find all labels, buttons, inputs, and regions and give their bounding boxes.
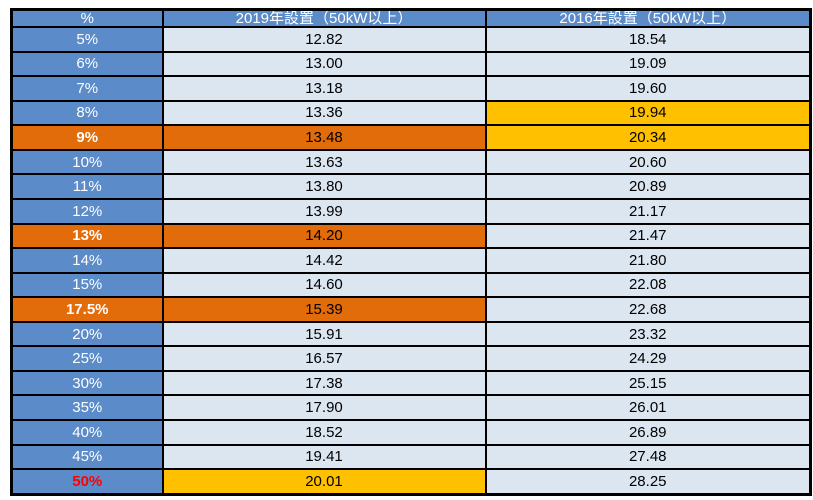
header-2019-install: 2019年設置（50kW以上） — [161, 8, 487, 28]
row-label-cell: 35% — [10, 394, 164, 421]
value-2019-cell: 13.80 — [161, 173, 487, 200]
row-label-cell: 8% — [10, 99, 164, 127]
table-row: 6% 13.00 19.09 — [10, 50, 812, 78]
row-label-cell: 14% — [10, 247, 164, 274]
table-row: 25% 16.57 24.29 — [10, 345, 812, 372]
value-2019-cell: 15.39 — [161, 296, 487, 323]
value-2016-cell: 21.17 — [484, 197, 812, 225]
value-2019-cell: 16.57 — [161, 345, 487, 372]
table-row: 13% 14.20 21.47 — [10, 222, 812, 250]
value-2016-cell: 27.48 — [484, 443, 812, 471]
value-2016-cell: 25.15 — [484, 369, 812, 397]
row-label-cell: 45% — [10, 443, 164, 471]
table-row: 7% 13.18 19.60 — [10, 75, 812, 102]
table-row: 40% 18.52 26.89 — [10, 419, 812, 446]
row-label-cell: 6% — [10, 50, 164, 78]
value-2019-cell: 20.01 — [161, 468, 487, 496]
rate-table: % 2019年設置（50kW以上） 2016年設置（50kW以上） 5% 12.8… — [10, 8, 812, 496]
value-2016-cell: 21.80 — [484, 247, 812, 274]
table-row: 20% 15.91 23.32 — [10, 320, 812, 348]
row-label-cell: 11% — [10, 173, 164, 200]
value-2016-cell: 20.60 — [484, 148, 812, 176]
value-2016-cell: 24.29 — [484, 345, 812, 372]
table-row: 8% 13.36 19.94 — [10, 99, 812, 127]
value-2019-cell: 14.42 — [161, 247, 487, 274]
value-2016-cell: 23.32 — [484, 320, 812, 348]
row-label-cell: 5% — [10, 26, 164, 53]
table-row: 50% 20.01 28.25 — [10, 468, 812, 496]
value-2019-cell: 17.90 — [161, 394, 487, 421]
value-2016-cell: 20.34 — [484, 124, 812, 151]
row-label-cell: 9% — [10, 124, 164, 151]
row-label-cell: 10% — [10, 148, 164, 176]
value-2019-cell: 13.18 — [161, 75, 487, 102]
table-row: 45% 19.41 27.48 — [10, 443, 812, 471]
value-2019-cell: 13.99 — [161, 197, 487, 225]
row-label-cell: 13% — [10, 222, 164, 250]
value-2016-cell: 26.89 — [484, 419, 812, 446]
value-2019-cell: 13.48 — [161, 124, 487, 151]
table-row: 12% 13.99 21.17 — [10, 197, 812, 225]
row-label-cell: 15% — [10, 271, 164, 299]
value-2019-cell: 15.91 — [161, 320, 487, 348]
row-label-cell: 40% — [10, 419, 164, 446]
value-2019-cell: 12.82 — [161, 26, 487, 53]
value-2019-cell: 13.00 — [161, 50, 487, 78]
value-2019-cell: 14.20 — [161, 222, 487, 250]
value-2016-cell: 19.09 — [484, 50, 812, 78]
table-row: 14% 14.42 21.80 — [10, 247, 812, 274]
header-percent: % — [10, 8, 164, 28]
value-2019-cell: 14.60 — [161, 271, 487, 299]
table-row: 10% 13.63 20.60 — [10, 148, 812, 176]
row-label-cell: 17.5% — [10, 296, 164, 323]
value-2019-cell: 17.38 — [161, 369, 487, 397]
table-row: 11% 13.80 20.89 — [10, 173, 812, 200]
value-2019-cell: 13.63 — [161, 148, 487, 176]
row-label-cell: 12% — [10, 197, 164, 225]
value-2016-cell: 20.89 — [484, 173, 812, 200]
value-2016-cell: 26.01 — [484, 394, 812, 421]
value-2016-cell: 22.08 — [484, 271, 812, 299]
row-label-cell: 7% — [10, 75, 164, 102]
table-row: 15% 14.60 22.08 — [10, 271, 812, 299]
table-header-row: % 2019年設置（50kW以上） 2016年設置（50kW以上） — [10, 8, 812, 28]
value-2019-cell: 19.41 — [161, 443, 487, 471]
value-2016-cell: 22.68 — [484, 296, 812, 323]
header-2016-install: 2016年設置（50kW以上） — [484, 8, 812, 28]
table-row: 9% 13.48 20.34 — [10, 124, 812, 151]
row-label-cell: 25% — [10, 345, 164, 372]
table-row: 35% 17.90 26.01 — [10, 394, 812, 421]
row-label-cell: 20% — [10, 320, 164, 348]
value-2016-cell: 28.25 — [484, 468, 812, 496]
value-2016-cell: 19.60 — [484, 75, 812, 102]
value-2016-cell: 19.94 — [484, 99, 812, 127]
value-2016-cell: 21.47 — [484, 222, 812, 250]
row-label-cell: 50% — [10, 468, 164, 496]
value-2019-cell: 18.52 — [161, 419, 487, 446]
table-body: 5% 12.82 18.54 6% 13.00 19.09 7% 13.18 19.60 8% 13… — [10, 26, 812, 496]
row-label-cell: 30% — [10, 369, 164, 397]
table-row: 5% 12.82 18.54 — [10, 26, 812, 53]
value-2016-cell: 18.54 — [484, 26, 812, 53]
rate-table-container: % 2019年設置（50kW以上） 2016年設置（50kW以上） 5% 12.8… — [10, 8, 812, 496]
table-row: 17.5% 15.39 22.68 — [10, 296, 812, 323]
value-2019-cell: 13.36 — [161, 99, 487, 127]
table-row: 30% 17.38 25.15 — [10, 369, 812, 397]
